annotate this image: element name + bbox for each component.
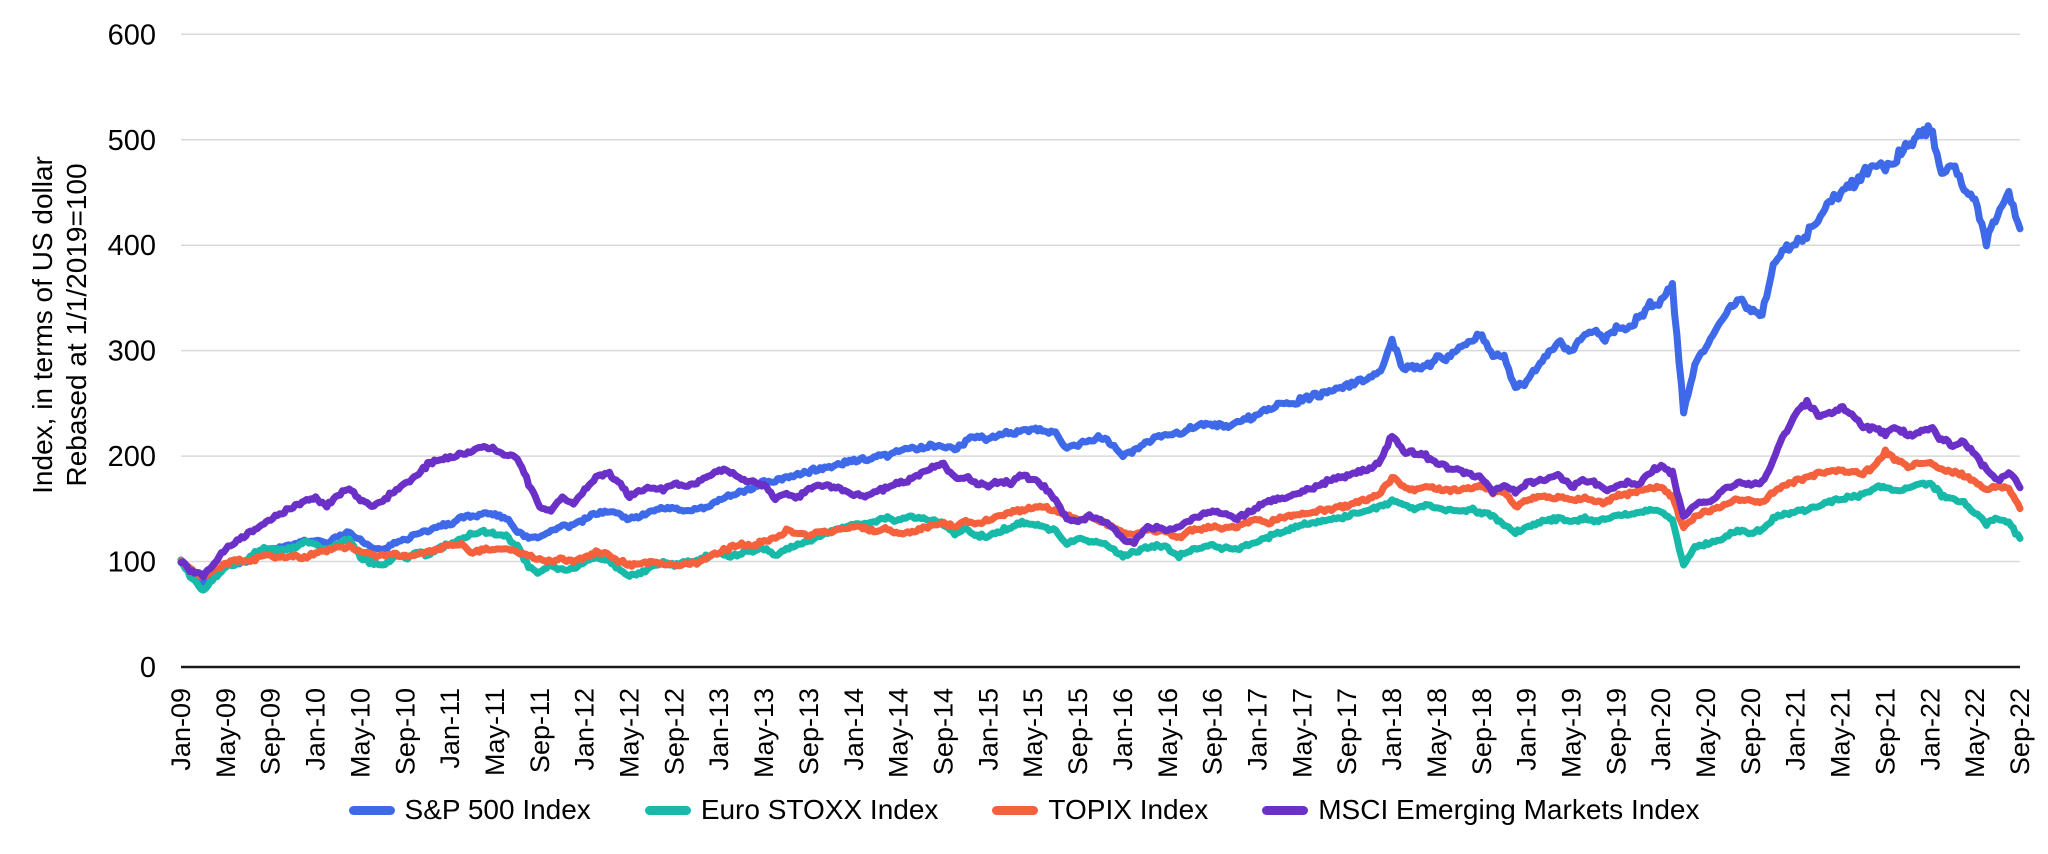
x-tick-label-may-12: May-12: [615, 688, 645, 778]
legend: S&P 500 Index Euro STOXX Index TOPIX Index…: [0, 794, 2048, 826]
x-tick-label-sep-22: Sep-22: [2005, 688, 2035, 775]
y-tick-label-0: 0: [140, 652, 156, 684]
x-tick-label-jan-12: Jan-12: [570, 688, 600, 771]
x-tick-label-jan-22: Jan-22: [1915, 688, 1945, 771]
x-tick-label-may-13: May-13: [749, 688, 779, 778]
y-tick-label-500: 500: [108, 125, 156, 157]
x-tick-label-may-18: May-18: [1422, 688, 1452, 778]
legend-marker-s-p-500-index: [348, 805, 395, 815]
legend-label-euro-stoxx-index: Euro STOXX Index: [700, 794, 939, 825]
legend-label-msci-emerging-markets-index: MSCI Emerging Markets Index: [1318, 794, 1700, 825]
x-tick-label-jan-10: Jan-10: [301, 688, 331, 771]
series-line-topix-index: [177, 446, 2024, 581]
y-tick-label-300: 300: [108, 336, 156, 368]
x-tick-label-sep-10: Sep-10: [390, 688, 420, 775]
x-tick-label-jan-15: Jan-15: [973, 688, 1003, 771]
x-tick-label-may-21: May-21: [1826, 688, 1856, 778]
x-axis-tick-labels: Jan-09 May-09 Sep-09 Jan-10 May-10 Sep-10 Jan-…: [166, 688, 2035, 778]
x-tick-label-may-10: May-10: [345, 688, 375, 778]
y-tick-label-600: 600: [108, 19, 156, 51]
x-tick-label-sep-14: Sep-14: [929, 688, 959, 775]
x-tick-label-sep-11: Sep-11: [525, 688, 555, 773]
x-tick-label-jan-09: Jan-09: [166, 688, 196, 771]
x-tick-label-sep-12: Sep-12: [659, 688, 689, 775]
x-tick-label-may-09: May-09: [211, 688, 241, 778]
x-tick-label-sep-21: Sep-21: [1870, 688, 1900, 775]
x-tick-label-jan-18: Jan-18: [1377, 688, 1407, 771]
gridlines: [181, 33, 2020, 563]
legend-label-topix-index: TOPIX Index: [1048, 794, 1209, 825]
y-tick-label-200: 200: [108, 441, 156, 473]
y-axis-tick-labels: 0 100 200 300 400 500 600: [108, 19, 156, 684]
x-tick-label-jan-21: Jan-21: [1781, 688, 1811, 771]
legend-marker-euro-stoxx-index: [644, 805, 691, 815]
x-tick-label-sep-09: Sep-09: [256, 688, 286, 775]
x-tick-label-jan-14: Jan-14: [839, 688, 869, 771]
x-tick-label-jan-11: Jan-11: [435, 688, 465, 769]
x-tick-label-may-11: May-11: [480, 688, 510, 776]
x-tick-label-sep-18: Sep-18: [1467, 688, 1497, 775]
series-line-euro-stoxx-index: [177, 479, 2024, 594]
legend-label-s-p-500-index: S&P 500 Index: [404, 794, 591, 825]
legend-marker-msci-emerging-markets-index: [1262, 805, 1309, 815]
x-tick-label-jan-19: Jan-19: [1512, 688, 1542, 771]
x-tick-label-sep-13: Sep-13: [794, 688, 824, 775]
y-tick-label-400: 400: [108, 230, 156, 262]
y-tick-label-100: 100: [108, 547, 156, 579]
y-axis-title-line2: Rebased at 1/1/2019=100: [61, 163, 92, 486]
x-tick-label-may-15: May-15: [1018, 688, 1048, 778]
x-tick-label-may-22: May-22: [1960, 688, 1990, 778]
x-tick-label-sep-15: Sep-15: [1063, 688, 1093, 775]
legend-item-msci-emerging-markets-index: MSCI Emerging Markets Index: [1262, 794, 1699, 826]
x-tick-label-sep-19: Sep-19: [1601, 688, 1631, 775]
x-tick-label-jan-17: Jan-17: [1243, 688, 1273, 771]
legend-item-s-p-500-index: S&P 500 Index: [348, 794, 591, 826]
x-tick-label-sep-16: Sep-16: [1198, 688, 1228, 775]
series-lines: [177, 122, 2024, 594]
x-tick-label-jan-13: Jan-13: [704, 688, 734, 771]
x-tick-label-may-16: May-16: [1153, 688, 1183, 778]
series-line-msci-emerging-markets-index: [177, 396, 2024, 581]
x-tick-label-may-20: May-20: [1691, 688, 1721, 778]
legend-marker-topix-index: [992, 805, 1039, 815]
legend-item-euro-stoxx-index: Euro STOXX Index: [644, 794, 939, 826]
x-tick-label-sep-17: Sep-17: [1332, 688, 1362, 775]
series-line-s-p-500-index: [177, 122, 2024, 587]
x-tick-label-jan-20: Jan-20: [1646, 688, 1676, 771]
y-axis-title-line1: Index, in terms of US dollar: [27, 156, 58, 494]
x-tick-label-may-14: May-14: [884, 688, 914, 778]
legend-item-topix-index: TOPIX Index: [992, 794, 1208, 826]
x-tick-label-sep-20: Sep-20: [1736, 688, 1766, 775]
x-tick-label-may-17: May-17: [1287, 688, 1317, 778]
x-tick-label-jan-16: Jan-16: [1108, 688, 1138, 771]
x-tick-label-may-19: May-19: [1557, 688, 1587, 778]
